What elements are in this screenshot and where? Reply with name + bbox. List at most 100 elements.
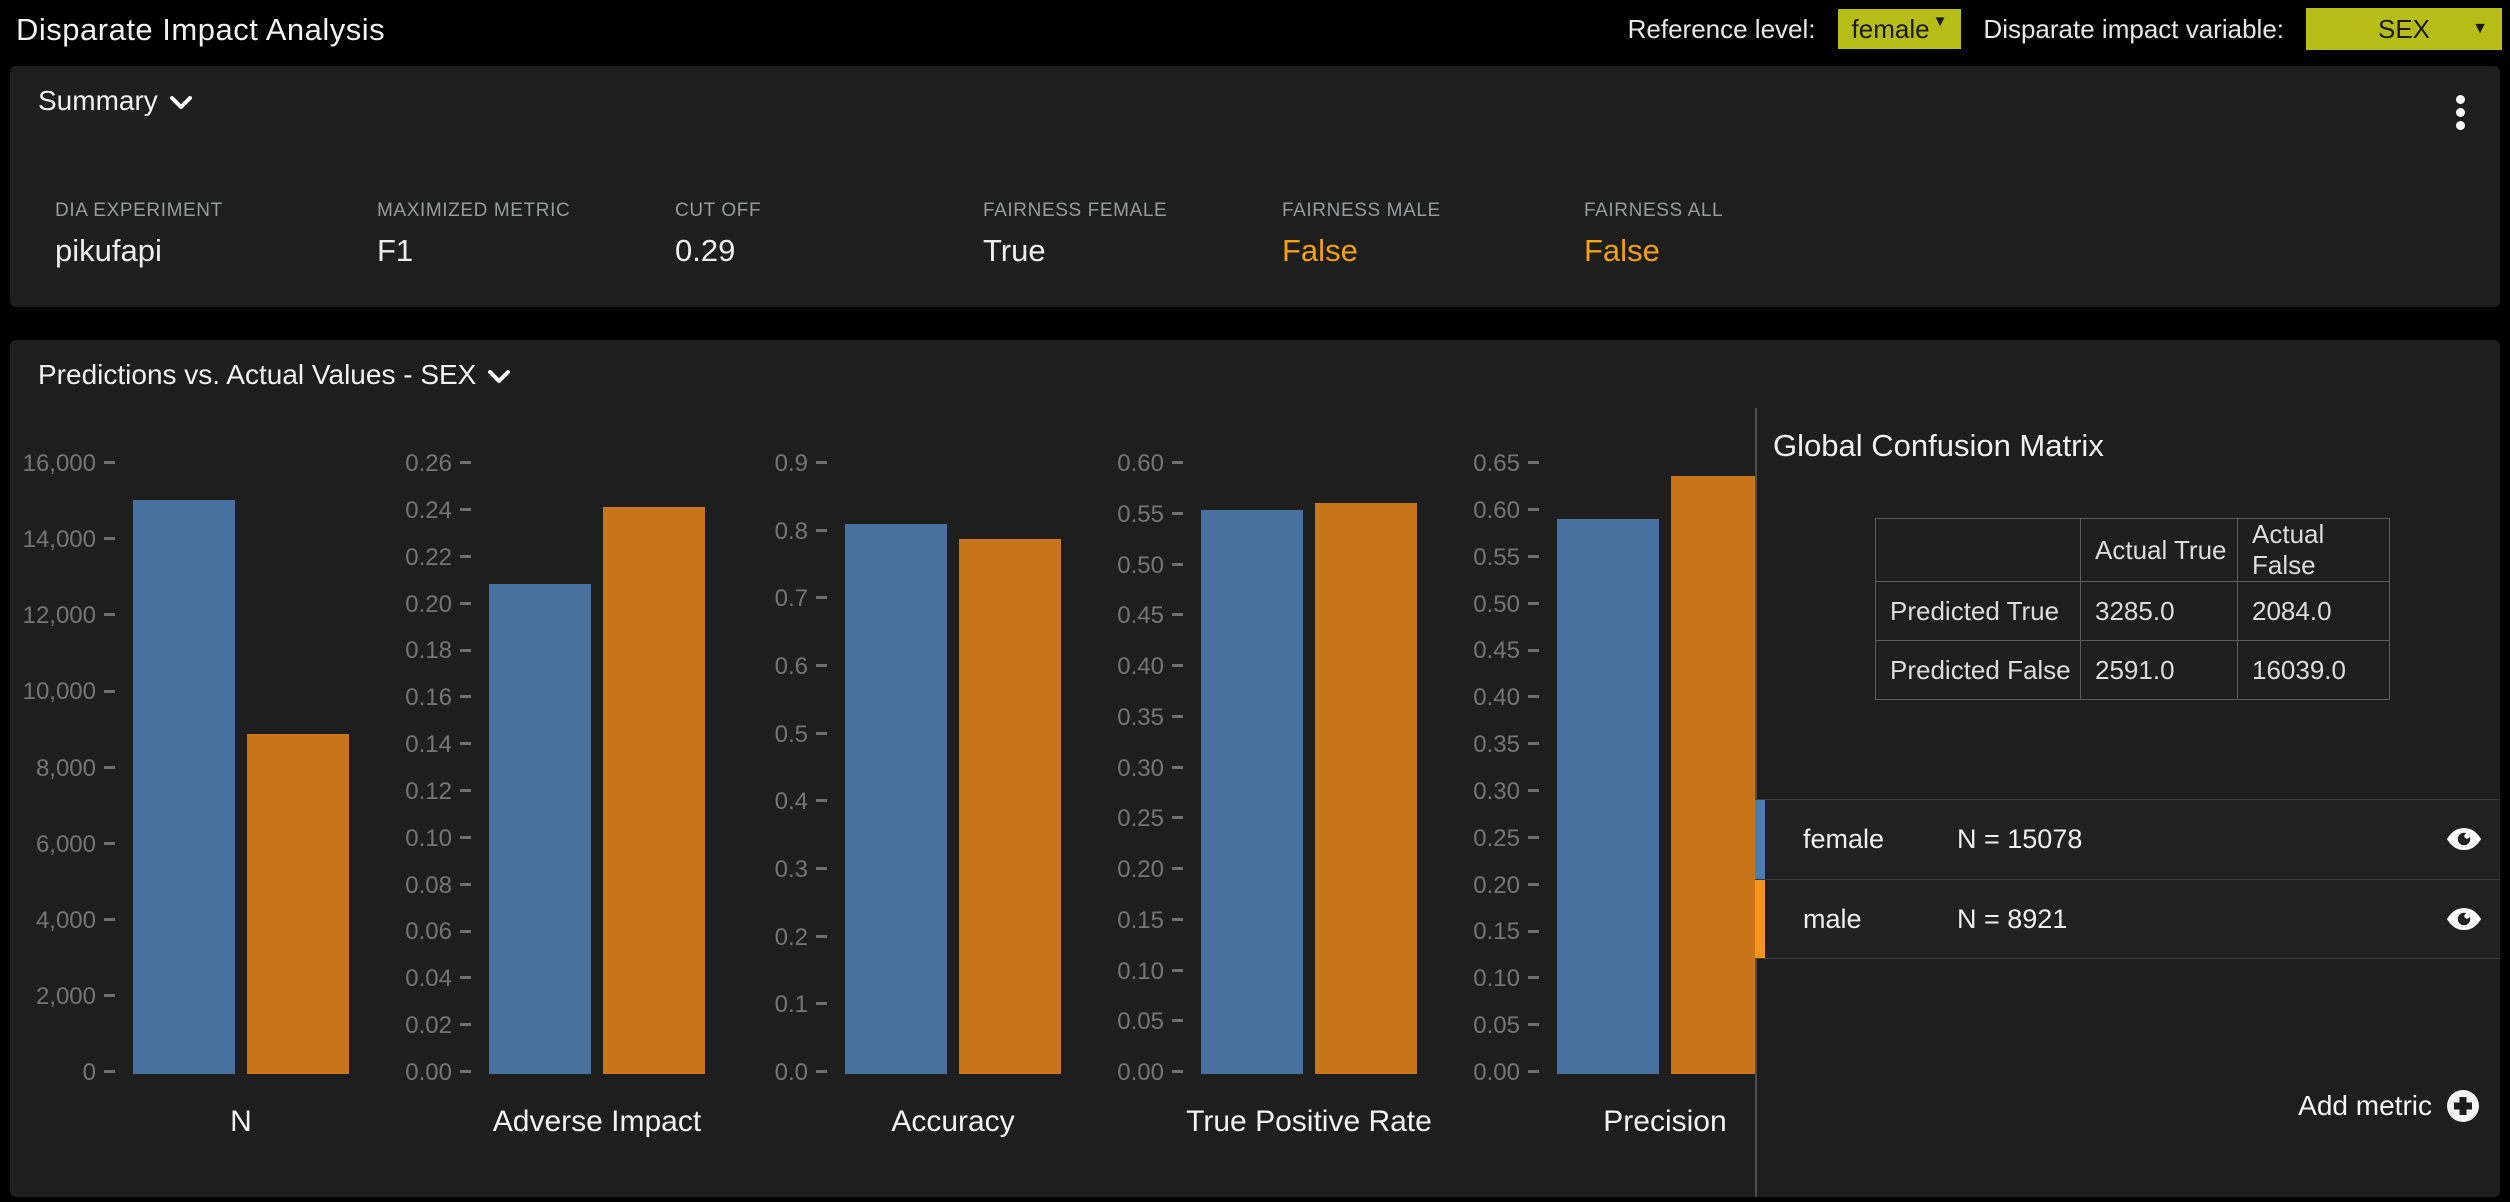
y-tick-label: 6,000 [10,831,115,859]
summary-field-label: FAIRNESS ALL [1584,200,1724,221]
y-tick-label: 0.00 [351,1059,471,1087]
summary-field-value: False [1282,233,1358,268]
y-tick-label: 0.8 [707,518,827,546]
chart-category-label: True Positive Rate [1186,1105,1432,1138]
summary-field-value: True [983,233,1046,268]
y-tick-label: 0.55 [1063,501,1183,529]
y-tick-label: 0.40 [1419,684,1539,712]
gcm-col-header [1875,518,2081,582]
summary-field-value: 0.29 [675,233,736,268]
y-tick-label: 0.35 [1063,704,1183,732]
y-tick-label: 0.02 [351,1012,471,1040]
y-tick-label: 0.04 [351,965,471,993]
gcm-value-cell: 3285.0 [2080,581,2238,641]
chart-category-label: Adverse Impact [492,1105,702,1138]
bar-charts-area: 0 2,000 4,000 6,000 8,000 10,000 12,000 14,000 1… [10,408,1755,1197]
summary-field: DIA EXPERIMENT pikufapi [55,200,377,269]
bar-female-precision[interactable] [1557,519,1659,1074]
summary-fields: DIA EXPERIMENT pikufapi MAXIMIZED METRIC F1… [55,200,1904,269]
eye-icon[interactable] [2445,906,2483,937]
y-tick-label: 0.4 [707,788,827,816]
gcm-row: Predicted True 3285.0 2084.0 [1875,581,2390,641]
y-tick-label: 0.3 [707,856,827,884]
group-legend: female N = 15078 male N = 8921 [1755,799,2500,959]
bar-male-adverse-impact[interactable] [603,507,705,1074]
summary-title: Summary [38,85,158,116]
y-tick-label: 0.0 [707,1059,827,1087]
bar-male-accuracy[interactable] [959,539,1061,1074]
y-tick-label: 0.08 [351,872,471,900]
summary-panel: Summary DIA EXPERIMENT pikufapi MAXIMIZED … [10,66,2500,307]
y-tick-label: 0.30 [1419,778,1539,806]
y-tick-label: 0.45 [1419,637,1539,665]
global-confusion-matrix-table: Actual True Actual False Predicted True 328… [1875,518,2390,700]
summary-field-label: CUT OFF [675,200,762,221]
legend-group-label: female [1803,824,1885,854]
bar-male-true-positive-rate[interactable] [1315,502,1417,1074]
y-tick-label: 8,000 [10,755,115,783]
y-tick-label: 0.50 [1063,552,1183,580]
y-tick-label: 0.9 [707,450,827,478]
legend-color-accent [1755,880,1765,958]
y-tick-label: 0.45 [1063,602,1183,630]
gcm-value-cell: 2591.0 [2080,640,2238,700]
summary-header[interactable]: Summary [10,66,2500,136]
kebab-menu-button[interactable] [2442,90,2478,134]
predictions-header[interactable]: Predictions vs. Actual Values - SEX [10,340,2500,410]
legend-group-count: N = 8921 [1957,904,2068,934]
y-tick-label: 0.10 [1419,965,1539,993]
summary-field-value: pikufapi [55,233,162,268]
chart-category-label: N [230,1105,252,1138]
legend-color-accent [1755,800,1765,879]
reference-level-label: Reference level: [1627,13,1816,44]
bar-male-precision[interactable] [1671,476,1755,1074]
predictions-panel: Predictions vs. Actual Values - SEX 0 2,0… [10,340,2500,1197]
eye-icon[interactable] [2445,826,2483,857]
caret-down-icon: ▼ [2472,20,2488,37]
summary-field-value: False [1584,233,1660,268]
bar-female-n[interactable] [133,500,235,1074]
summary-field: MAXIMIZED METRIC F1 [377,200,675,269]
top-bar-controls: Reference level: female ▼ Disparate impac… [1628,0,2502,58]
y-tick-label: 0.50 [1419,591,1539,619]
y-tick-label: 2,000 [10,983,115,1011]
add-metric-label: Add metric [2298,1090,2432,1121]
bar-female-true-positive-rate[interactable] [1201,509,1303,1074]
top-bar: Disparate Impact Analysis Reference leve… [0,0,2510,58]
y-tick-label: 0.40 [1063,653,1183,681]
disparate-impact-variable-label: Disparate impact variable: [1983,13,2284,44]
y-tick-label: 0.1 [707,991,827,1019]
gcm-value-cell: 2084.0 [2237,581,2390,641]
legend-row-male[interactable]: male N = 8921 [1755,879,2500,959]
gcm-row-label: Predicted False [1875,640,2081,700]
disparate-impact-variable-dropdown[interactable]: SEX ▼ [2306,8,2502,50]
caret-down-icon: ▼ [1932,12,1948,30]
y-tick-label: 0.06 [351,918,471,946]
y-tick-label: 0.00 [1063,1059,1183,1087]
bar-female-accuracy[interactable] [845,523,947,1074]
disparate-impact-variable-value: SEX [2377,13,2431,44]
y-tick-label: 0.25 [1419,825,1539,853]
gcm-col-header: Actual False [2237,518,2390,582]
add-metric-button[interactable]: Add metric [2298,1086,2480,1126]
y-tick-label: 0.16 [351,684,471,712]
legend-group-label: male [1803,904,1862,934]
reference-level-dropdown[interactable]: female ▼ [1837,9,1962,49]
y-tick-label: 0.14 [351,731,471,759]
y-tick-label: 0.25 [1063,805,1183,833]
summary-field-label: MAXIMIZED METRIC [377,200,571,221]
legend-row-female[interactable]: female N = 15078 [1755,799,2500,879]
y-tick-label: 0.60 [1419,497,1539,525]
y-tick-label: 0.26 [351,450,471,478]
reference-level-value: female [1851,13,1930,44]
y-tick-label: 0.22 [351,544,471,572]
chart-category-label: Precision [1603,1105,1727,1138]
y-tick-label: 0.15 [1063,907,1183,935]
y-tick-label: 0.24 [351,497,471,525]
bar-male-n[interactable] [247,734,349,1074]
bar-female-adverse-impact[interactable] [489,584,591,1074]
y-tick-label: 0.6 [707,653,827,681]
y-tick-label: 12,000 [10,602,115,630]
y-tick-label: 0.20 [351,591,471,619]
